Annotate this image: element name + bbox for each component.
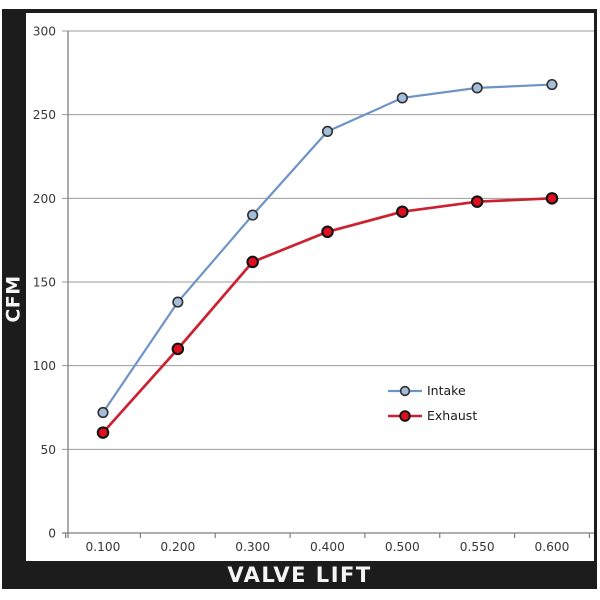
x-tick-label: 0.400 — [310, 540, 345, 554]
data-point-exhaust-0.300 — [246, 255, 259, 269]
x-tick-label: 0.200 — [160, 540, 195, 554]
data-point-intake-0.400 — [321, 125, 334, 137]
data-point-intake-0.300 — [247, 209, 259, 221]
x-tick-label: 0.100 — [86, 540, 121, 554]
data-point-exhaust-0.600 — [545, 192, 559, 205]
x-tick-label: 0.300 — [235, 540, 270, 554]
y-axis-title-bar: CFM — [2, 9, 26, 589]
data-point-intake-0.600 — [546, 78, 558, 91]
y-tick-label: 200 — [33, 192, 56, 206]
data-point-exhaust-0.550 — [470, 195, 484, 208]
x-tick-label: 0.500 — [385, 540, 420, 554]
y-tick-label: 50 — [40, 443, 56, 457]
x-tick-label: 0.600 — [535, 540, 570, 554]
data-point-intake-0.100 — [97, 406, 109, 419]
y-tick-label: 250 — [33, 108, 56, 122]
data-point-intake-0.200 — [172, 296, 184, 308]
y-tick-label: 300 — [33, 25, 56, 39]
y-tick-label: 100 — [33, 359, 56, 373]
x-tick-label: 0.550 — [460, 540, 495, 554]
y-tick-label: 150 — [33, 276, 56, 290]
chart-legend: Intake Exhaust — [388, 378, 477, 428]
x-axis-title: VALVE LIFT — [227, 563, 372, 587]
legend-item-exhaust: Exhaust — [388, 403, 477, 428]
data-point-exhaust-0.500 — [396, 205, 409, 218]
x-axis-title-bar: VALVE LIFT — [2, 561, 597, 589]
frame-right-border — [594, 9, 597, 589]
frame-top-border — [2, 9, 597, 13]
data-point-intake-0.550 — [471, 82, 483, 94]
y-tick-label: 0 — [48, 527, 56, 541]
legend-label-exhaust: Exhaust — [427, 408, 478, 423]
data-point-intake-0.500 — [396, 92, 408, 104]
legend-label-intake: Intake — [427, 383, 466, 398]
exhaust-series-swatch-icon — [388, 409, 422, 422]
data-point-exhaust-0.400 — [321, 225, 334, 239]
legend-item-intake: Intake — [388, 378, 477, 403]
intake-series-swatch-icon — [388, 385, 422, 396]
data-point-exhaust-0.100 — [96, 426, 110, 439]
data-point-exhaust-0.200 — [171, 342, 185, 356]
